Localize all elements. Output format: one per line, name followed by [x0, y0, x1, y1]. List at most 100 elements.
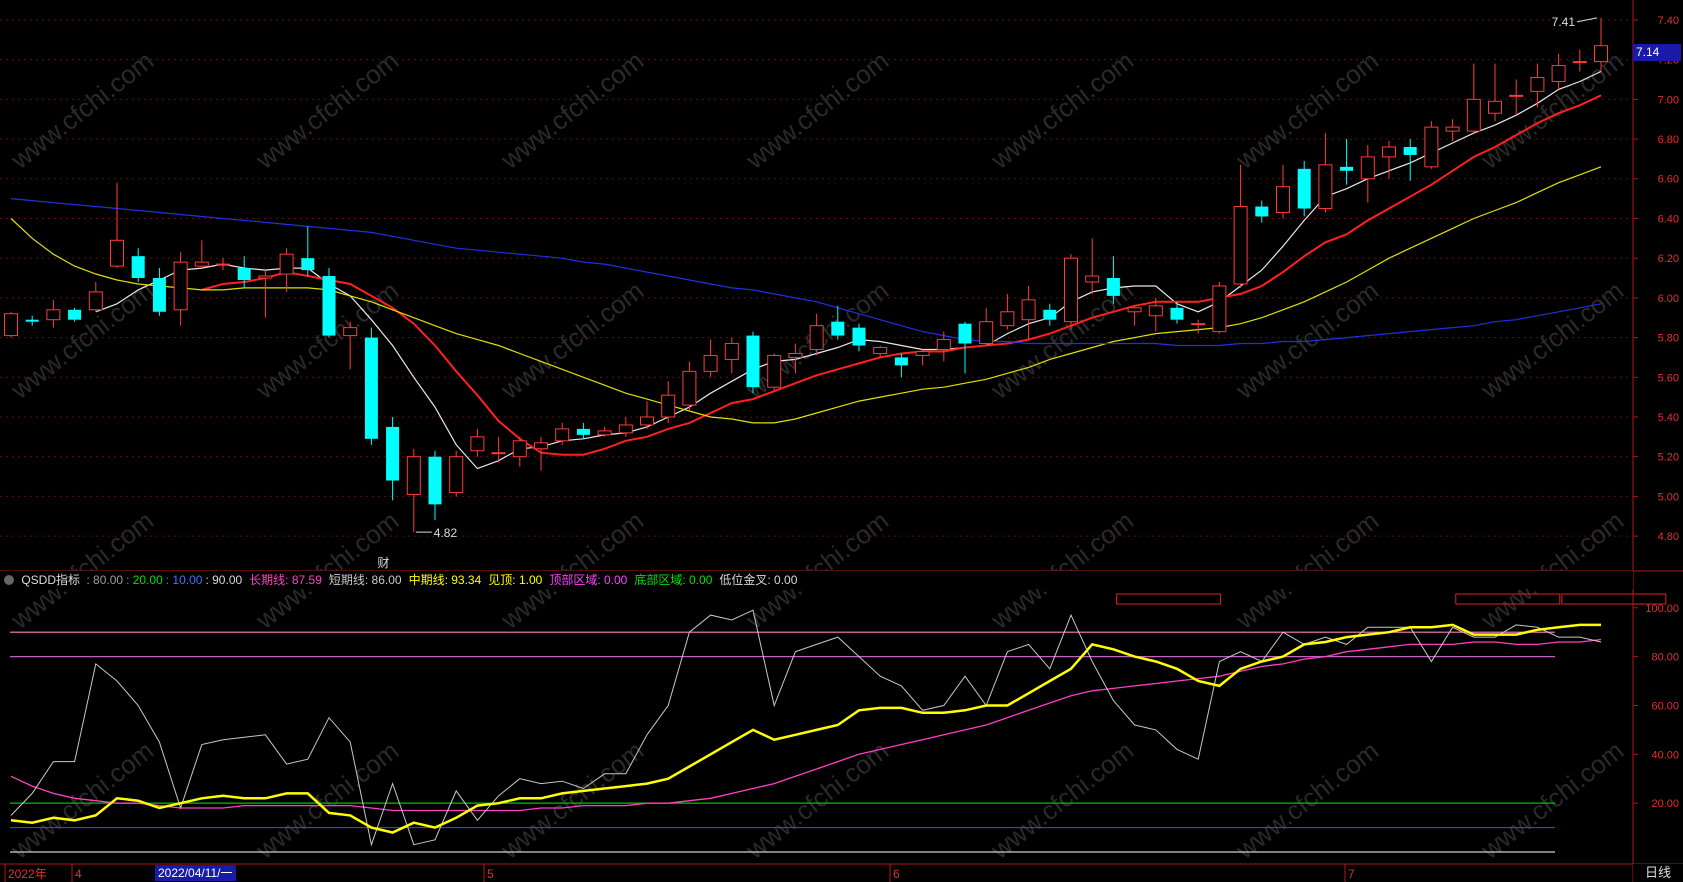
- candle-body: [767, 354, 782, 388]
- candle-body: [1382, 146, 1396, 158]
- candle-body: [68, 309, 82, 320]
- candle-body: [936, 339, 951, 350]
- price-tick-label: 6.20: [1658, 253, 1679, 265]
- candle-body: [555, 428, 570, 442]
- candle-body: [852, 327, 866, 346]
- indicator-line-value: 顶部区域: 0.00: [549, 573, 628, 587]
- indicator-title-bar: QSDD指标 : 80.00: 20.00: 10.00: 90.00 长期线: …: [0, 571, 1633, 589]
- indicator-tick-label: 80.00: [1651, 652, 1679, 664]
- candle-body: [279, 253, 294, 275]
- collapse-icon[interactable]: [4, 574, 14, 585]
- candle-body: [1572, 61, 1587, 64]
- candle-body: [152, 278, 166, 312]
- candle-body: [618, 424, 633, 434]
- candle-body: [131, 256, 145, 279]
- candle-body: [746, 335, 760, 388]
- time-label: 7: [1348, 867, 1355, 881]
- watermark-text: www.cfchi.com: [494, 275, 649, 405]
- candle-body: [1085, 275, 1100, 283]
- candle-body: [428, 456, 442, 505]
- indicator-line-value: 低位金叉: 0.00: [719, 573, 798, 587]
- candle-body: [1466, 98, 1481, 132]
- time-label: 6: [893, 867, 900, 881]
- period-daily-button[interactable]: 日线: [1633, 864, 1683, 882]
- candle-body: [1148, 305, 1163, 317]
- watermark-text: www.cfchi.com: [984, 735, 1139, 865]
- indicator-tick-label: 60.00: [1651, 700, 1679, 712]
- candle-body: [958, 323, 972, 344]
- candle-body: [640, 416, 654, 426]
- price-tick-label: 6.80: [1658, 134, 1679, 146]
- ma-line-ma5: [95, 70, 1602, 470]
- candle-body: [46, 309, 61, 321]
- indicator-name[interactable]: QSDD指标: [21, 573, 81, 587]
- price-tick-label: 6.00: [1658, 293, 1679, 305]
- ma-line-ma20: [10, 166, 1602, 424]
- candle-body: [1318, 164, 1333, 210]
- watermark-text: www.cfchi.com: [984, 45, 1139, 175]
- watermark-text: www.cfchi.com: [1474, 275, 1629, 405]
- watermark-layer: www.cfchi.com www.cfchi.com www.cfchi.com w…: [4, 45, 1629, 865]
- indicator-line-value: 见顶: 1.00: [488, 573, 543, 587]
- low-price-marker: 4.82: [434, 526, 458, 540]
- candle-body: [873, 347, 888, 354]
- candle-body: [237, 268, 251, 280]
- candle-body: [322, 276, 336, 336]
- candle-body: [1255, 206, 1269, 217]
- price-tick-label: 4.80: [1658, 531, 1679, 543]
- candle-body: [1170, 307, 1184, 320]
- candle-body: [4, 313, 18, 337]
- candle-body: [1106, 278, 1120, 296]
- candle-body: [1064, 257, 1078, 323]
- top-signal-box: [1561, 593, 1667, 605]
- watermark-text: www.cfchi.com: [1229, 45, 1384, 175]
- candle-body: [894, 357, 908, 366]
- candle-body: [1276, 186, 1290, 213]
- time-axis: 2022年 4 5 6 7: [4, 864, 1355, 882]
- price-tick-label: 5.00: [1658, 491, 1679, 503]
- candle-body: [301, 258, 315, 271]
- watermark-text: www.cfchi.com: [739, 735, 894, 865]
- price-tick-label: 7.40: [1658, 15, 1679, 27]
- watermark-text: www.cfchi.com: [739, 45, 894, 175]
- candle-body: [1021, 299, 1036, 321]
- watermark-text: www.cfchi.com: [4, 275, 159, 405]
- candle-body: [386, 426, 400, 481]
- watermark-text: www.cfchi.com: [494, 735, 649, 865]
- candle-body: [724, 343, 739, 360]
- candle-body: [449, 456, 464, 493]
- cursor-date-label: 2022/04/11/一: [155, 865, 236, 881]
- watermark-text: www.cfchi.com: [249, 45, 404, 175]
- watermark-text: www.cfchi.com: [1229, 735, 1384, 865]
- price-tick-label: 7.00: [1658, 94, 1679, 106]
- candle-body: [216, 263, 230, 266]
- indicator-tick-label: 20.00: [1651, 798, 1679, 810]
- candle-body: [470, 436, 485, 452]
- top-signal-box: [1455, 593, 1561, 605]
- candle-body: [809, 325, 824, 350]
- indicator-param: : 10.00: [165, 573, 203, 587]
- candle-body: [258, 275, 273, 279]
- candle-body: [1191, 323, 1206, 326]
- last-price-label: 7.14: [1633, 44, 1681, 61]
- price-tick-label: 5.40: [1658, 412, 1679, 424]
- price-markers: 7.41 4.82 财: [377, 15, 1598, 570]
- candle-body: [597, 430, 612, 436]
- candle-body: [364, 337, 378, 439]
- price-tick-label: 6.60: [1658, 174, 1679, 186]
- price-tick-label: 5.80: [1658, 333, 1679, 345]
- candle-body: [1212, 285, 1227, 333]
- indicator-line-value: 中期线: 93.34: [408, 573, 482, 587]
- candle-body: [1530, 76, 1545, 92]
- candle-body: [915, 350, 930, 356]
- candle-body: [1403, 146, 1417, 155]
- high-marker-arrow: [1576, 17, 1598, 23]
- price-axis: 7.407.207.006.806.606.406.206.005.805.60…: [1633, 15, 1679, 810]
- watermark-text: www.cfchi.com: [249, 735, 404, 865]
- candle-body: [343, 327, 358, 337]
- candle-body: [25, 319, 39, 322]
- qsdd-indicator-panel: [10, 593, 1667, 853]
- indicator-param: : 20.00: [126, 573, 163, 587]
